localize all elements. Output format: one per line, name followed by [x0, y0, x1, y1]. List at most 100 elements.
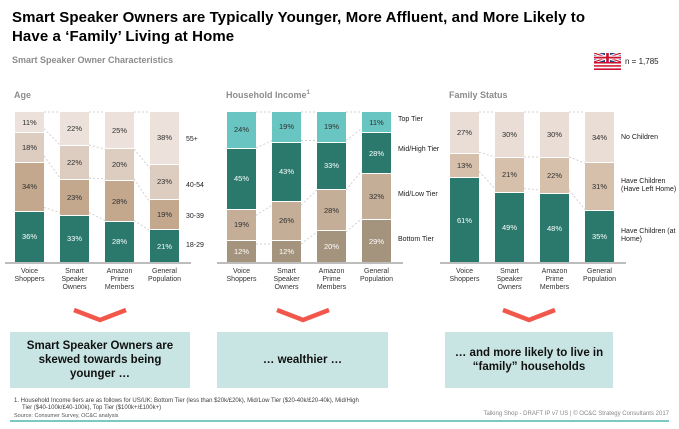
bar-column: 25% 20% 28% 28%: [105, 112, 134, 262]
bar-segment: 19%: [272, 112, 301, 142]
bar-segment: 24%: [227, 112, 256, 148]
bar-column: 22% 22% 23% 33%: [60, 112, 89, 263]
chart-title: Family Status: [449, 90, 508, 100]
segment-connector-lines: [43, 111, 151, 232]
percent-label: 20%: [323, 242, 339, 252]
series-label: Mid/Low Tier: [398, 190, 438, 198]
bar-segment: 13%: [450, 152, 479, 178]
percent-label: 21%: [501, 170, 517, 180]
percent-label: 61%: [456, 215, 472, 225]
percent-label: 31%: [591, 181, 607, 191]
category-label: Smart Speaker Owners: [496, 268, 523, 291]
bar-segment: 36%: [15, 210, 44, 262]
percent-label: 19%: [233, 220, 249, 230]
percent-label: 12%: [278, 246, 294, 256]
series-label: 18-29: [186, 242, 204, 250]
bar-column: 27% 13% 61%: [450, 112, 479, 262]
down-chevron-icon: [217, 306, 388, 324]
bar-segment: 28%: [317, 188, 346, 231]
bar-segment: 20%: [105, 148, 134, 181]
footnote: 1. Household Income tiers are as follows…: [14, 398, 359, 411]
category-label: Voice Shoppers: [226, 268, 257, 283]
series-label: No Children: [621, 133, 658, 141]
percent-label: 33%: [66, 234, 82, 244]
percent-label: 45%: [233, 174, 249, 184]
percent-label: 38%: [156, 133, 172, 143]
chart-household-income: Household Income1 24% 45% 19% 12% Voice Shopp…: [217, 86, 456, 300]
percent-label: 30%: [546, 130, 562, 140]
percent-label: 43%: [278, 167, 294, 177]
series-label: Have Children (Have Left Home): [621, 178, 677, 194]
category-label: Amazon Prime Members: [316, 268, 347, 291]
bar-segment: 19%: [227, 209, 256, 240]
x-axis-line: [217, 262, 403, 264]
bar-column: 11% 18% 34% 36%: [15, 112, 44, 262]
series-label: 40-54: [186, 181, 204, 189]
bar-column: 30% 21% 49%: [495, 112, 524, 262]
bar-segment: 33%: [60, 214, 89, 263]
bar-column: 24% 45% 19% 12%: [227, 112, 256, 262]
bar-segment: 26%: [272, 200, 301, 240]
down-chevron-icon: [10, 306, 190, 324]
percent-label: 30%: [501, 130, 517, 140]
bar-column: 38% 23% 19% 21%: [150, 112, 179, 262]
takeaway-text: … wealthier …: [262, 354, 343, 366]
percent-label: 28%: [368, 148, 384, 158]
bar-segment: 45%: [227, 147, 256, 210]
percent-label: 26%: [278, 216, 294, 226]
bar-segment: 31%: [585, 162, 614, 210]
segment-connector-lines: [255, 111, 363, 245]
percent-label: 13%: [456, 161, 472, 171]
percent-label: 28%: [111, 196, 127, 206]
bar-segment: 43%: [272, 141, 301, 201]
segment-connector-lines: [478, 111, 586, 210]
percent-label: 19%: [278, 122, 294, 132]
bar-segment: 34%: [15, 161, 44, 211]
percent-label: 11%: [369, 117, 384, 127]
category-label: Amazon Prime Members: [104, 268, 135, 291]
percent-label: 22%: [66, 124, 82, 134]
source-note: Source: Consumer Survey, OC&C analysis: [14, 413, 119, 419]
percent-label: 29%: [368, 236, 384, 246]
percent-label: 36%: [21, 232, 37, 242]
series-label: 30-39: [186, 212, 204, 220]
bar-segment: 33%: [317, 141, 346, 189]
bar-segment: 19%: [317, 112, 346, 142]
category-label: Voice Shoppers: [14, 268, 45, 283]
category-label: Smart Speaker Owners: [61, 268, 88, 291]
category-label: Voice Shoppers: [449, 268, 480, 283]
percent-label: 19%: [156, 210, 172, 220]
uk-us-flag-icon: [593, 51, 622, 71]
bar-segment: 25%: [105, 112, 134, 149]
footer-note: Talking Shop - DRAFT IP v7 US | © OC&C S…: [483, 411, 669, 417]
percent-label: 23%: [156, 177, 172, 187]
percent-label: 34%: [591, 132, 607, 142]
bar-column: 11% 28% 32% 29%: [362, 112, 391, 262]
takeaway-box: … and more likely to live in “family” ho…: [445, 332, 613, 388]
bar-segment: 28%: [362, 132, 391, 174]
bar-segment: 12%: [272, 239, 301, 262]
takeaway-box: Smart Speaker Owners are skewed towards …: [10, 332, 190, 388]
chart-family-status: Family Status 27% 13% 61% Voice Shoppers 30% 2…: [440, 86, 679, 300]
bar-column: 19% 43% 26% 12%: [272, 112, 301, 262]
bar-segment: 28%: [105, 180, 134, 221]
bar-segment: 30%: [495, 112, 524, 158]
takeaway-text: Smart Speaker Owners are skewed towards …: [26, 340, 174, 380]
bar-segment: 34%: [585, 112, 614, 163]
percent-label: 22%: [546, 171, 562, 181]
bar-segment: 22%: [60, 145, 89, 180]
bar-segment: 18%: [15, 132, 44, 162]
bar-segment: 11%: [362, 112, 391, 133]
bar-segment: 61%: [450, 177, 479, 262]
percent-label: 18%: [21, 143, 37, 153]
bar-segment: 23%: [60, 179, 89, 215]
footnote-marker: 1: [306, 90, 310, 96]
bar-segment: 11%: [15, 112, 44, 133]
sample-size-label: n = 1,785: [625, 57, 659, 66]
bar-segment: 35%: [585, 209, 614, 263]
page-title-line1: Smart Speaker Owners are Typically Young…: [12, 9, 586, 26]
bar-segment: 19%: [150, 198, 179, 230]
chart-title: Household Income1: [226, 90, 310, 100]
percent-label: 35%: [591, 231, 607, 241]
bar-segment: 29%: [362, 219, 391, 262]
